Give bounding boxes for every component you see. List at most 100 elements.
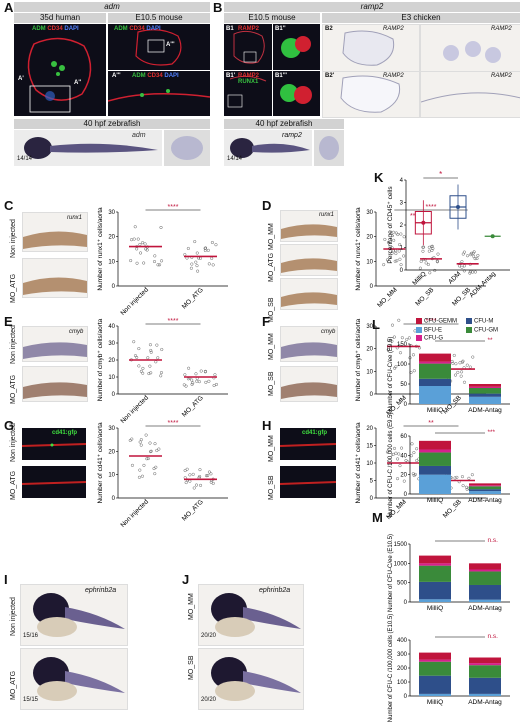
data-point <box>412 369 416 373</box>
data-point <box>411 353 416 357</box>
data-point <box>190 378 194 382</box>
data-point <box>130 437 134 441</box>
y-tick-label: 1500 <box>394 542 408 548</box>
data-point <box>415 447 419 451</box>
y-axis-label: Number of CFU-C /100,000 cells (E9.5) <box>388 412 394 517</box>
data-point <box>144 433 148 437</box>
y-axis-label: Number of CFU-C/ee (E9.5) <box>388 337 394 412</box>
zebrafish-ramp2-section <box>314 130 344 166</box>
data-point <box>159 374 163 378</box>
data-point <box>386 348 390 352</box>
data-point <box>192 486 196 490</box>
bar-segment <box>419 661 451 676</box>
data-point <box>409 454 413 458</box>
data-point <box>203 246 207 250</box>
c-embryo-2 <box>22 258 88 298</box>
data-point <box>475 256 479 261</box>
data-point <box>204 380 208 384</box>
y-tick-label: 100 <box>397 362 408 368</box>
y-tick-label: 10 <box>366 259 373 265</box>
d-embryo-3 <box>280 278 338 310</box>
y-axis-label: Number of CFU-C/ee (E10.5) <box>388 534 394 612</box>
significance-label: **** <box>168 204 179 211</box>
data-point <box>413 472 417 477</box>
data-point <box>452 353 456 357</box>
data-point <box>398 464 402 468</box>
data-point <box>472 254 476 258</box>
x-tick-label: MO_SB <box>442 498 463 519</box>
panel-label-c: C <box>4 198 14 213</box>
y-tick-label: 0 <box>404 492 408 498</box>
data-point <box>471 355 475 359</box>
data-point <box>470 473 474 477</box>
panel-b-header: ramp2 <box>224 2 520 12</box>
x-tick-label: ADM-Antag <box>468 699 502 706</box>
x-tick-label: MilliQ <box>427 407 443 414</box>
data-point <box>207 379 211 383</box>
data-point <box>195 251 199 255</box>
e-embryo-1: cmyb <box>22 326 88 362</box>
zebrafish-adm-section <box>164 130 210 166</box>
y-tick-label: 0 <box>370 496 374 502</box>
y-tick-label: 2 <box>400 223 404 229</box>
y-tick-label: 20 <box>366 235 373 241</box>
bar-segment <box>419 440 451 450</box>
data-point <box>465 487 469 491</box>
panel-a-mouse-header: E10.5 mouse <box>108 13 210 23</box>
y-tick-label: 40 <box>108 324 115 330</box>
data-point <box>209 472 213 476</box>
panel-a-header: adm <box>14 2 210 12</box>
data-point <box>418 266 422 270</box>
data-point <box>467 476 471 480</box>
data-point <box>430 248 434 252</box>
data-point <box>203 369 208 373</box>
data-point <box>154 360 158 364</box>
data-point <box>460 265 464 269</box>
data-point <box>391 230 395 234</box>
data-point <box>210 240 214 245</box>
data-point <box>138 440 142 444</box>
panel-a-fish-header: 40 hpf zebrafish <box>14 119 210 129</box>
significance-label: **** <box>426 204 437 211</box>
data-point <box>396 457 400 461</box>
x-tick-label: ADM <box>447 270 462 285</box>
data-point <box>433 268 437 272</box>
y-tick-label: 200 <box>397 666 408 672</box>
panel-b-mouse-header: E10.5 mouse <box>224 13 320 23</box>
x-tick-label: Non injected <box>119 286 150 317</box>
data-point <box>158 263 162 267</box>
data-point <box>188 473 192 477</box>
data-point <box>465 363 469 367</box>
data-point <box>141 366 145 370</box>
data-point <box>431 246 435 251</box>
b2-chicken-image: B2 RAMP2 <box>322 24 420 72</box>
data-point <box>199 483 203 487</box>
y-tick-label: 20 <box>108 235 115 241</box>
significance-label: **** <box>168 420 179 427</box>
x-tick-label: MilliQ <box>427 605 443 612</box>
data-point <box>415 458 419 463</box>
i-row1-label: Non injected <box>10 597 17 636</box>
data-point <box>147 372 151 376</box>
data-point <box>421 220 426 225</box>
y-tick-label: 0 <box>400 268 404 274</box>
data-point <box>138 242 142 247</box>
data-point <box>461 484 465 488</box>
data-point <box>395 259 399 263</box>
panel-label-k: K <box>374 170 384 185</box>
data-point <box>392 238 396 242</box>
data-point <box>185 467 189 471</box>
data-point <box>129 238 134 242</box>
data-point <box>462 264 467 268</box>
significance-label: n.s. <box>488 537 499 544</box>
data-point <box>140 474 144 478</box>
mouse-aorta-zoom-image: A''' ADM CD34 DAPI <box>108 71 210 116</box>
y-tick-label: 0 <box>112 496 116 502</box>
zebrafish-adm-embryo: 14/14 adm <box>14 130 162 166</box>
bar-segment <box>419 659 451 662</box>
bar-segment <box>419 675 451 694</box>
data-point <box>191 472 195 476</box>
data-point <box>460 475 464 479</box>
data-point <box>199 369 203 373</box>
y-tick-label: 0 <box>404 694 408 700</box>
